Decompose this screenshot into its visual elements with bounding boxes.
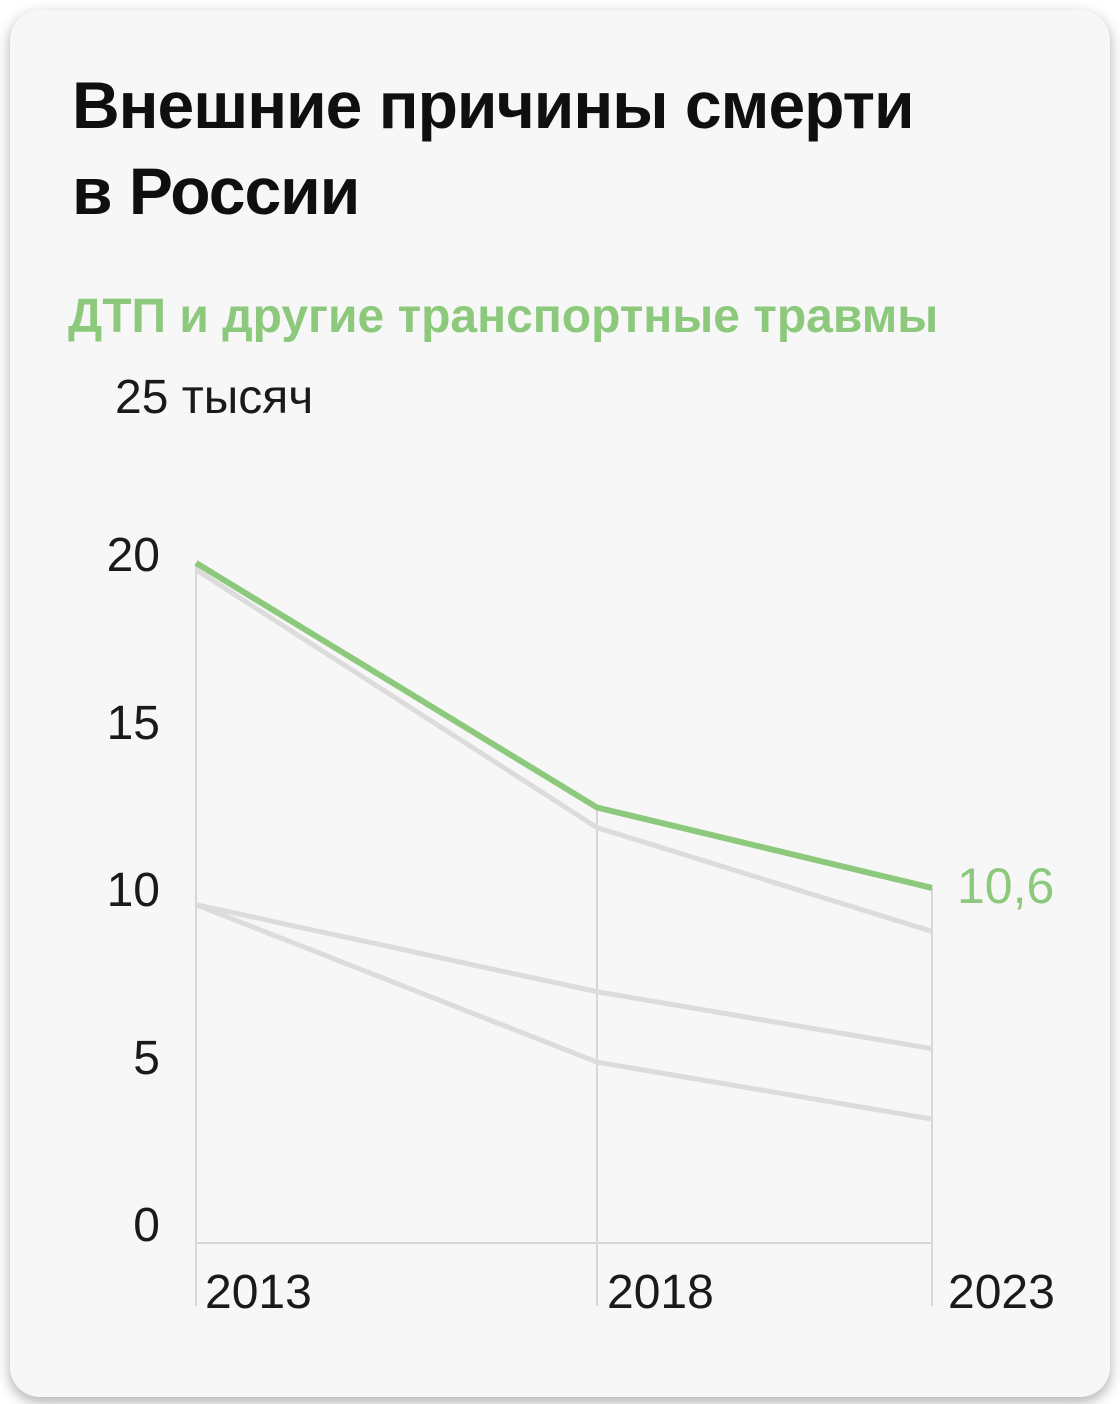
- y-tick-label-0: 0: [133, 1199, 160, 1252]
- subtitle-rest: и другие транспортные травмы: [166, 290, 939, 343]
- title-line-1: Внешние причины смерти: [72, 68, 915, 142]
- x-tick-label-2018: 2018: [607, 1266, 714, 1319]
- y-tick-label-20: 20: [106, 529, 160, 582]
- title-line-2: в России: [72, 154, 360, 228]
- y-tick-label-5: 5: [133, 1031, 160, 1085]
- page-title: Внешние причины смерти в России: [72, 62, 915, 234]
- infographic-card: Внешние причины смерти в России ДТП и др…: [10, 10, 1110, 1397]
- y-tick-label-15: 15: [106, 696, 160, 750]
- y-tick-label-10: 10: [106, 864, 160, 917]
- y-axis-unit-label: 25 тысяч: [115, 371, 314, 424]
- chart-subtitle: ДТП и другие транспортные травмы: [68, 289, 938, 345]
- subtitle-highlight-term: ДТП: [68, 290, 167, 343]
- highlight-series-end-value-label: 10,6: [957, 857, 1055, 914]
- x-tick-label-2023: 2023: [948, 1266, 1055, 1319]
- x-tick-label-2013: 2013: [205, 1266, 312, 1319]
